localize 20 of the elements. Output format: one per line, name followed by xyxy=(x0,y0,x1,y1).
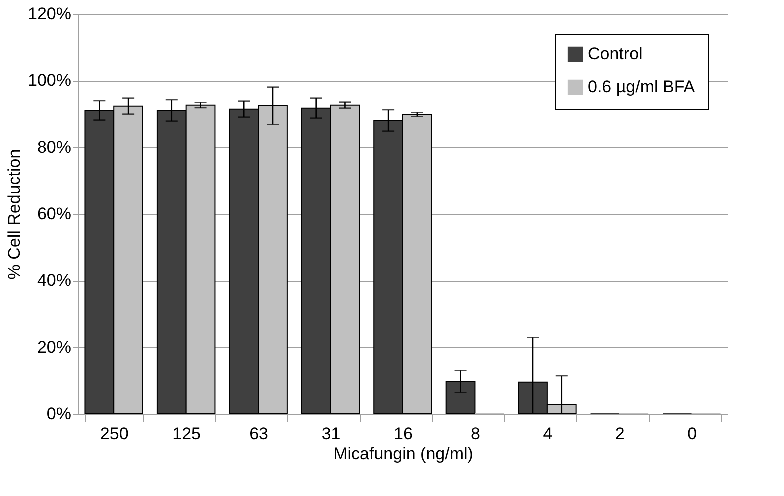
y-axis-title: % Cell Reduction xyxy=(5,149,24,280)
y-tick-label: 60% xyxy=(37,204,72,224)
x-tick-label: 31 xyxy=(322,424,341,444)
x-tick-label: 2 xyxy=(615,424,625,444)
y-tick-label: 100% xyxy=(28,71,72,90)
legend-label: Control xyxy=(588,44,643,64)
x-tick-label: 125 xyxy=(172,424,202,444)
x-tick-label: 0 xyxy=(688,424,698,444)
x-tick-label: 4 xyxy=(543,424,553,444)
y-tick-label: 40% xyxy=(37,271,72,290)
y-tick-label: 0% xyxy=(46,404,72,424)
x-tick-label: 16 xyxy=(394,424,413,444)
y-tick-label: 80% xyxy=(37,138,72,157)
x-tick-label: 8 xyxy=(470,424,480,444)
y-tick-label: 120% xyxy=(28,4,72,24)
legend-label: 0.6 µg/ml BFA xyxy=(588,78,696,96)
x-axis-title: Micafungin (ng/ml) xyxy=(334,444,474,464)
x-tick-label: 63 xyxy=(250,424,269,444)
x-tick-label: 250 xyxy=(100,424,129,444)
y-tick-label: 20% xyxy=(37,338,72,357)
